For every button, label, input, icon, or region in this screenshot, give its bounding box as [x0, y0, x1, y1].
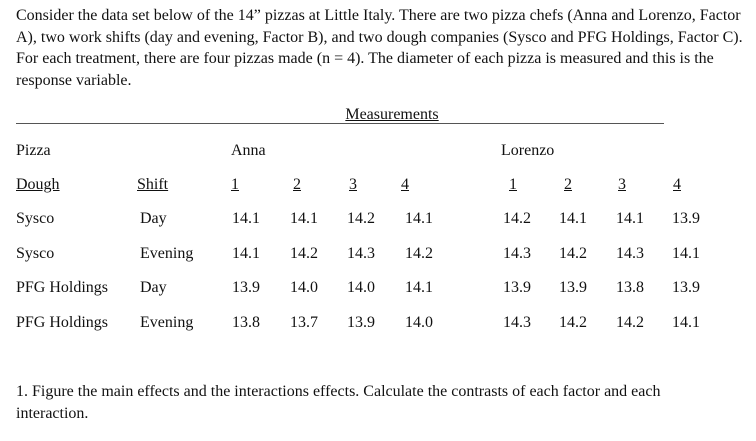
measurement-cell-lorenzo: 14.3	[503, 245, 531, 262]
measurement-cell-lorenzo: 14.1	[672, 314, 700, 331]
measurement-cell-lorenzo: 14.3	[503, 314, 531, 331]
measurement-cell-anna: 13.7	[290, 314, 318, 331]
measurement-cell-anna: 14.1	[405, 279, 433, 296]
measurement-cell-anna: 13.9	[232, 279, 260, 296]
measurement-cell-anna: 14.2	[347, 210, 375, 227]
measurements-title: Measurements	[320, 105, 464, 125]
table-row-dough: PFG Holdings	[16, 279, 109, 296]
measurement-cell-lorenzo: 13.9	[503, 279, 531, 296]
table-row-shift: Day	[140, 279, 167, 296]
measurement-cell-lorenzo: 14.1	[616, 210, 644, 227]
measurement-cell-lorenzo: 14.1	[672, 245, 700, 262]
measurement-cell-lorenzo: 13.9	[672, 210, 700, 227]
rep-header-anna-1: 1	[231, 176, 239, 193]
intro-paragraph: Consider the data set below of the 14” p…	[16, 7, 743, 89]
measurement-cell-anna: 14.2	[290, 245, 318, 262]
header-rule	[16, 123, 664, 124]
table-row-dough: Sysco	[16, 245, 55, 262]
table-row-shift: Evening	[140, 314, 194, 331]
measurement-cell-lorenzo: 13.9	[672, 279, 700, 296]
table-row-shift: Evening	[140, 245, 194, 262]
measurement-cell-lorenzo: 14.2	[503, 210, 531, 227]
measurement-cell-lorenzo: 14.2	[559, 245, 587, 262]
measurement-cell-anna: 14.1	[232, 210, 260, 227]
rep-header-anna-4: 4	[401, 176, 409, 193]
measurement-cell-anna: 13.8	[232, 314, 260, 331]
chef-lorenzo-header: Lorenzo	[501, 142, 555, 159]
rep-header-anna-2: 2	[293, 176, 301, 193]
measurements-title-text: Measurements	[345, 106, 439, 123]
measurement-cell-lorenzo: 14.2	[559, 314, 587, 331]
dough-column-header: Dough	[16, 176, 60, 193]
shift-column-header: Shift	[137, 176, 169, 193]
table-row-dough: PFG Holdings	[16, 314, 109, 331]
pizza-label: Pizza	[16, 142, 51, 159]
measurement-cell-lorenzo: 14.2	[616, 314, 644, 331]
table-row-dough: Sysco	[16, 210, 55, 227]
measurement-cell-lorenzo: 13.9	[559, 279, 587, 296]
measurement-cell-anna: 14.2	[405, 245, 433, 262]
table-row-shift: Day	[140, 210, 167, 227]
rep-header-lorenzo-1: 1	[509, 176, 517, 193]
measurement-cell-lorenzo: 14.3	[616, 245, 644, 262]
measurement-cell-anna: 14.0	[405, 314, 433, 331]
measurement-cell-anna: 14.0	[290, 279, 318, 296]
rep-header-lorenzo-3: 3	[618, 176, 626, 193]
measurement-cell-anna: 14.1	[290, 210, 318, 227]
measurement-cell-anna: 14.0	[347, 279, 375, 296]
measurement-cell-anna: 14.1	[405, 210, 433, 227]
measurement-cell-anna: 14.3	[347, 245, 375, 262]
measurement-cell-anna: 14.1	[232, 245, 260, 262]
measurement-cell-lorenzo: 13.8	[616, 279, 644, 296]
rep-header-lorenzo-4: 4	[673, 176, 681, 193]
rep-header-lorenzo-2: 2	[564, 176, 572, 193]
measurement-cell-lorenzo: 14.1	[559, 210, 587, 227]
rep-header-anna-3: 3	[349, 176, 357, 193]
measurement-cell-anna: 13.9	[347, 314, 375, 331]
question-text: 1. Figure the main effects and the inter…	[16, 383, 661, 422]
chef-anna-header: Anna	[231, 142, 266, 159]
